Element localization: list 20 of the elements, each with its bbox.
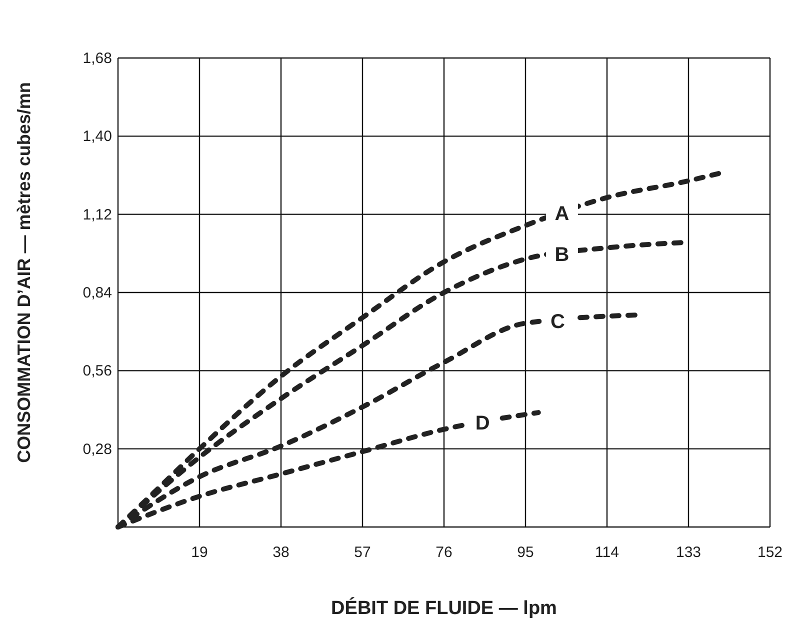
y-tick-label: 1,40 (82, 128, 112, 146)
x-tick-label: 38 (272, 544, 290, 561)
y-axis-title: CONSOMMATION D’AIR — mètres cubes/mn (14, 82, 34, 463)
y-tick-label: 0,28 (82, 440, 112, 458)
x-tick-label: 133 (676, 544, 702, 561)
y-tick-label: 0,56 (82, 362, 112, 380)
x-tick-label: 114 (595, 544, 619, 561)
x-tick-label: 95 (517, 544, 534, 561)
x-axis-title: DÉBIT DE FLUIDE — lpm (331, 597, 557, 619)
x-tick-label: 76 (436, 544, 452, 561)
series-label: A (554, 203, 570, 226)
y-tick-label: 0,84 (82, 284, 112, 302)
y-tick-label: 1,12 (82, 206, 112, 224)
x-tick-label: 19 (191, 544, 208, 561)
x-tick-label: 57 (354, 544, 371, 561)
x-tick-label: 152 (757, 544, 783, 561)
series-label: B (554, 244, 570, 266)
series-label: D (475, 412, 490, 434)
series-label: C (550, 310, 565, 333)
y-tick-label: 1,68 (82, 50, 112, 67)
